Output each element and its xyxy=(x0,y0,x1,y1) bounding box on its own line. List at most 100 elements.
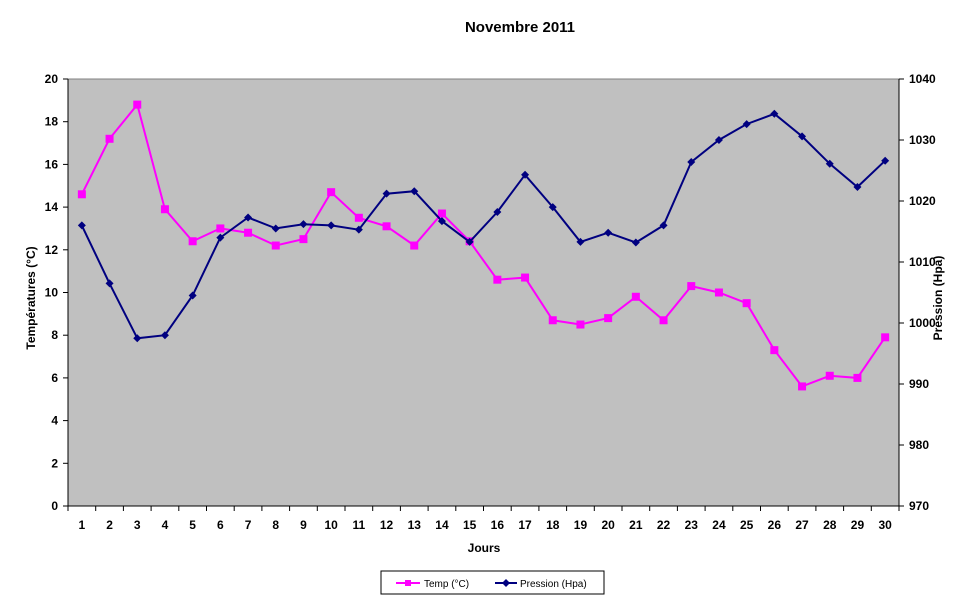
temp-point xyxy=(244,228,253,237)
y2-tick-label: 1000 xyxy=(909,316,936,330)
pression-point xyxy=(105,279,114,288)
x-tick-label: 16 xyxy=(491,518,505,532)
plot-area xyxy=(67,78,900,507)
x-tick-label: 6 xyxy=(217,518,224,532)
x-tick-label: 2 xyxy=(106,518,113,532)
pression-point xyxy=(133,334,142,343)
y2-tick-label: 970 xyxy=(909,499,929,513)
x-tick-label: 26 xyxy=(768,518,782,532)
temp-point xyxy=(548,316,557,325)
temp-point xyxy=(853,373,862,382)
pression-point xyxy=(687,157,696,166)
x-tick-label: 22 xyxy=(657,518,671,532)
temp-point xyxy=(659,316,668,325)
temp-point xyxy=(382,222,391,231)
pression-point xyxy=(493,207,502,216)
x-tick-label: 5 xyxy=(189,518,196,532)
temp-point xyxy=(798,382,807,391)
y-tick-label: 14 xyxy=(45,200,59,214)
x-tick-label: 28 xyxy=(823,518,837,532)
x-tick-label: 17 xyxy=(518,518,532,532)
pression-point xyxy=(742,120,751,129)
y-tick-label: 16 xyxy=(45,157,59,171)
pression-point xyxy=(604,228,613,237)
temp-point xyxy=(133,100,142,109)
y2-tick-label: 990 xyxy=(909,377,929,391)
pression-point xyxy=(437,217,446,226)
legend-temp-label: Temp (°C) xyxy=(424,579,469,590)
temp-point xyxy=(576,320,585,329)
pression-point xyxy=(77,221,86,230)
pression-point xyxy=(798,132,807,141)
series-layer xyxy=(77,100,890,391)
temp-point xyxy=(437,209,446,218)
pression-point xyxy=(216,233,225,242)
temp-point xyxy=(271,241,280,250)
legend-box xyxy=(380,570,605,595)
y-axis-label: Températures (°C) xyxy=(24,246,38,349)
temp-point xyxy=(188,237,197,246)
pression-point xyxy=(548,203,557,212)
temp-point xyxy=(521,273,530,282)
temp-point xyxy=(216,224,225,233)
x-tick-label: 25 xyxy=(740,518,754,532)
temp-point xyxy=(327,188,336,197)
y-tick-label: 2 xyxy=(51,456,58,470)
temp-series-line xyxy=(80,102,886,388)
x-tick-label: 11 xyxy=(353,518,366,532)
temp-point xyxy=(770,346,779,355)
y-tick-label: 18 xyxy=(45,115,59,129)
pression-point xyxy=(160,331,169,340)
axes: 0246810121416182097098099010001010102010… xyxy=(45,72,936,532)
temp-point xyxy=(714,288,723,297)
pression-point xyxy=(354,225,363,234)
y2-tick-label: 1020 xyxy=(909,194,936,208)
x-tick-label: 13 xyxy=(408,518,422,532)
pression-point xyxy=(382,189,391,198)
pression-point xyxy=(770,109,779,118)
temp-point xyxy=(604,314,613,323)
x-tick-label: 12 xyxy=(380,518,394,532)
chart-title: Novembre 2011 xyxy=(465,19,575,36)
x-tick-label: 24 xyxy=(712,518,726,532)
pression-point xyxy=(825,159,834,168)
y2-tick-label: 980 xyxy=(909,438,929,452)
temp-point xyxy=(687,282,696,291)
y-tick-label: 20 xyxy=(45,72,59,86)
x-tick-label: 21 xyxy=(629,518,643,532)
pression-point xyxy=(244,213,253,222)
x-tick-label: 3 xyxy=(134,518,141,532)
pression-point xyxy=(521,170,530,179)
x-tick-label: 27 xyxy=(795,518,809,532)
x-tick-label: 14 xyxy=(435,518,449,532)
y-tick-label: 10 xyxy=(45,286,59,300)
x-tick-label: 29 xyxy=(851,518,865,532)
pression-series-line xyxy=(80,112,886,340)
temp-point xyxy=(881,333,890,342)
legend: Temp (°C) Pression (Hpa) xyxy=(380,570,605,595)
temp-point xyxy=(410,241,419,250)
y2-tick-label: 1010 xyxy=(909,255,936,269)
pression-point xyxy=(410,187,419,196)
x-tick-label: 4 xyxy=(162,518,169,532)
legend-temp-marker xyxy=(405,580,411,586)
pression-point xyxy=(271,224,280,233)
legend-pression-marker xyxy=(502,579,510,587)
x-tick-label: 8 xyxy=(272,518,279,532)
pression-point xyxy=(659,221,668,230)
y-tick-label: 6 xyxy=(51,371,58,385)
temp-point xyxy=(299,235,308,244)
y-tick-label: 12 xyxy=(45,243,59,257)
x-tick-label: 7 xyxy=(245,518,252,532)
y-tick-label: 8 xyxy=(51,328,58,342)
pression-point xyxy=(576,237,585,246)
pression-point xyxy=(465,237,474,246)
x-tick-label: 23 xyxy=(685,518,699,532)
pression-point xyxy=(631,238,640,247)
x-tick-label: 15 xyxy=(463,518,477,532)
y-tick-label: 0 xyxy=(51,499,58,513)
x-tick-label: 9 xyxy=(300,518,307,532)
x-tick-label: 30 xyxy=(878,518,892,532)
